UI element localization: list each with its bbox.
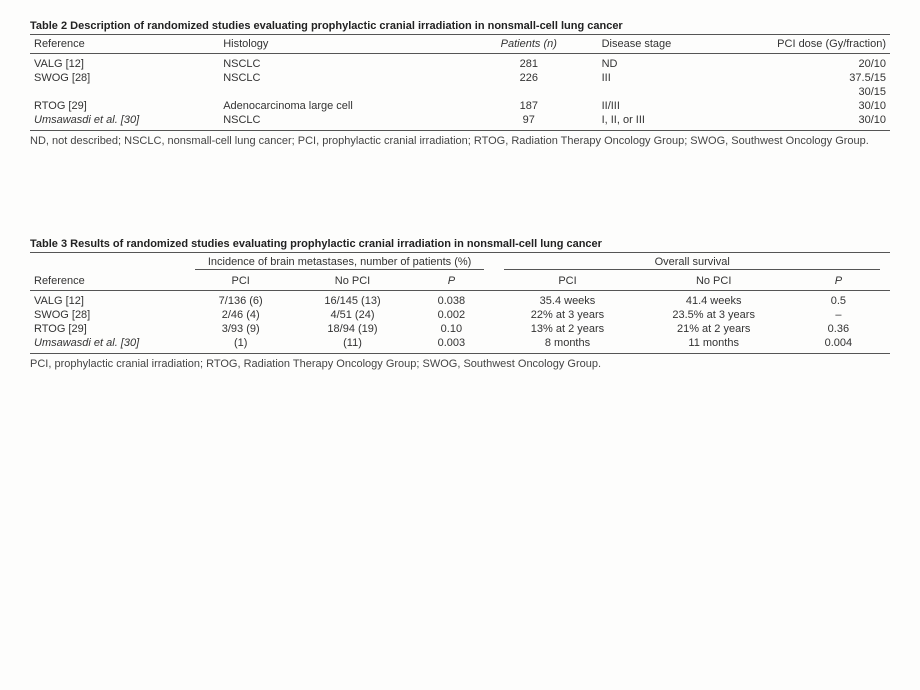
table-row: Umsawasdi et al. [30] (1) (11) 0.003 8 m… <box>30 336 890 354</box>
t3-os-nopci: 21% at 2 years <box>641 322 787 336</box>
t3-os-pci: 22% at 3 years <box>494 308 640 322</box>
t2-stage: ND <box>598 54 736 72</box>
t2-hist: Adenocarcinoma large cell <box>219 99 460 113</box>
t2-ref: RTOG [29] <box>30 99 219 113</box>
t2-stage: III <box>598 71 736 85</box>
spacer <box>30 148 890 238</box>
table3-sub-header: Reference PCI No PCI P PCI No PCI P <box>30 272 890 291</box>
table2: Reference Histology Patients (n) Disease… <box>30 34 890 131</box>
t3-ref: SWOG [28] <box>30 308 185 322</box>
t2-hist: NSCLC <box>219 54 460 72</box>
t2-n: 226 <box>460 71 598 85</box>
table2-title: Table 2 Description of randomized studie… <box>30 20 890 32</box>
t3-nopci: (11) <box>297 336 409 354</box>
t3-nopci: 18/94 (19) <box>297 322 409 336</box>
t2-n: 187 <box>460 99 598 113</box>
t3-pci: 7/136 (6) <box>185 291 297 309</box>
t2-hist <box>219 85 460 99</box>
t2-ref <box>30 85 219 99</box>
t3-os-nopci: 41.4 weeks <box>641 291 787 309</box>
table3-footnote: PCI, prophylactic cranial irradiation; R… <box>30 357 890 371</box>
table2-header-row: Reference Histology Patients (n) Disease… <box>30 35 890 54</box>
table3: Incidence of brain metastases, number of… <box>30 252 890 354</box>
table-row: 30/15 <box>30 85 890 99</box>
t2-col-dose: PCI dose (Gy/fraction) <box>735 35 890 54</box>
t3-col-os-pci: PCI <box>494 272 640 291</box>
table3-group-header: Incidence of brain metastases, number of… <box>30 253 890 273</box>
t3-col-os-nopci: No PCI <box>641 272 787 291</box>
t2-n: 97 <box>460 113 598 131</box>
t3-ref: Umsawasdi et al. [30] <box>30 336 185 354</box>
t3-os-pci: 35.4 weeks <box>494 291 640 309</box>
t2-dose: 20/10 <box>735 54 890 72</box>
t3-nopci: 16/145 (13) <box>297 291 409 309</box>
t3-group-left: Incidence of brain metastases, number of… <box>208 256 472 268</box>
t2-n <box>460 85 598 99</box>
table-row: Umsawasdi et al. [30] NSCLC 97 I, II, or… <box>30 113 890 131</box>
t2-col-histology: Histology <box>219 35 460 54</box>
t3-os-nopci: 23.5% at 3 years <box>641 308 787 322</box>
table3-title: Table 3 Results of randomized studies ev… <box>30 238 890 250</box>
t2-dose: 30/15 <box>735 85 890 99</box>
t2-col-patients: Patients (n) <box>460 35 598 54</box>
t3-pci: 2/46 (4) <box>185 308 297 322</box>
t2-stage: I, II, or III <box>598 113 736 131</box>
t3-col-p: P <box>408 272 494 291</box>
t3-ref: RTOG [29] <box>30 322 185 336</box>
t3-os-p: 0.36 <box>787 322 890 336</box>
t3-col-os-p: P <box>787 272 890 291</box>
t2-ref: Umsawasdi et al. [30] <box>30 113 219 131</box>
t2-stage: II/III <box>598 99 736 113</box>
t3-os-p: – <box>787 308 890 322</box>
t3-nopci: 4/51 (24) <box>297 308 409 322</box>
t2-col-stage: Disease stage <box>598 35 736 54</box>
t2-n: 281 <box>460 54 598 72</box>
t3-p: 0.002 <box>408 308 494 322</box>
t2-ref: VALG [12] <box>30 54 219 72</box>
table-row: RTOG [29] Adenocarcinoma large cell 187 … <box>30 99 890 113</box>
t2-dose: 37.5/15 <box>735 71 890 85</box>
table-row: SWOG [28] 2/46 (4) 4/51 (24) 0.002 22% a… <box>30 308 890 322</box>
t2-stage <box>598 85 736 99</box>
t3-p: 0.10 <box>408 322 494 336</box>
t2-dose: 30/10 <box>735 113 890 131</box>
t3-os-pci: 8 months <box>494 336 640 354</box>
t3-col-nopci: No PCI <box>297 272 409 291</box>
t3-col-pci: PCI <box>185 272 297 291</box>
t3-ref: VALG [12] <box>30 291 185 309</box>
table-row: SWOG [28] NSCLC 226 III 37.5/15 <box>30 71 890 85</box>
t3-os-p: 0.004 <box>787 336 890 354</box>
table-row: VALG [12] NSCLC 281 ND 20/10 <box>30 54 890 72</box>
table-row: RTOG [29] 3/93 (9) 18/94 (19) 0.10 13% a… <box>30 322 890 336</box>
t2-ref: SWOG [28] <box>30 71 219 85</box>
t3-group-right: Overall survival <box>655 256 730 268</box>
t3-os-p: 0.5 <box>787 291 890 309</box>
t3-pci: (1) <box>185 336 297 354</box>
t3-p: 0.003 <box>408 336 494 354</box>
t2-dose: 30/10 <box>735 99 890 113</box>
table2-footnote: ND, not described; NSCLC, nonsmall-cell … <box>30 134 890 148</box>
t3-col-reference: Reference <box>30 272 185 291</box>
t2-col-reference: Reference <box>30 35 219 54</box>
t3-os-pci: 13% at 2 years <box>494 322 640 336</box>
t2-hist: NSCLC <box>219 113 460 131</box>
t3-os-nopci: 11 months <box>641 336 787 354</box>
t3-p: 0.038 <box>408 291 494 309</box>
table-row: VALG [12] 7/136 (6) 16/145 (13) 0.038 35… <box>30 291 890 309</box>
t3-pci: 3/93 (9) <box>185 322 297 336</box>
t2-hist: NSCLC <box>219 71 460 85</box>
